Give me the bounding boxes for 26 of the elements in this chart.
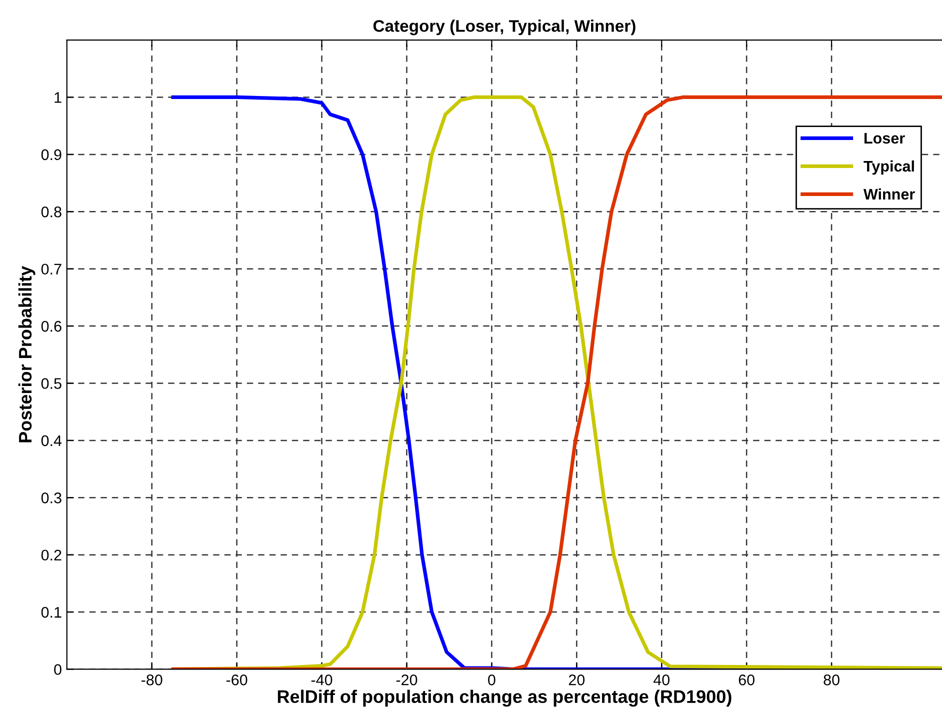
x-tick-label: -80 (141, 674, 162, 686)
y-tick-label: 0 (54, 664, 62, 675)
legend-label: Loser (864, 133, 905, 144)
y-axis-title: Posterior Probability (18, 266, 36, 442)
x-tick-label: -20 (396, 674, 418, 686)
x-tick-label: 20 (568, 674, 585, 686)
x-axis-title: RelDiff of population change as percentage (RD1900) (278, 690, 732, 707)
x-tick-label: -60 (226, 674, 248, 686)
y-tick-label: 0.2 (41, 550, 62, 561)
x-tick-label: -40 (311, 674, 332, 686)
y-tick-label: 0.9 (41, 149, 62, 160)
y-tick-label: 0.1 (41, 606, 62, 618)
y-tick-label: 0.5 (41, 378, 62, 389)
y-tick-label: 0.8 (41, 206, 62, 218)
chart-title: Category (Loser, Typical, Winner) (373, 20, 636, 36)
y-tick-label: 0.4 (41, 435, 62, 446)
x-tick-label: 0 (488, 674, 496, 686)
legend-label: Typical (864, 160, 914, 175)
x-tick-label: 40 (653, 674, 670, 686)
legend-label: Winner (864, 188, 915, 200)
y-tick-label: 0.3 (41, 492, 62, 504)
y-tick-label: 1 (54, 92, 62, 103)
x-tick-label: 60 (738, 674, 754, 686)
x-tick-label: 80 (824, 674, 840, 686)
y-tick-label: 0.7 (41, 264, 62, 275)
y-tick-label: 0.6 (41, 320, 62, 332)
